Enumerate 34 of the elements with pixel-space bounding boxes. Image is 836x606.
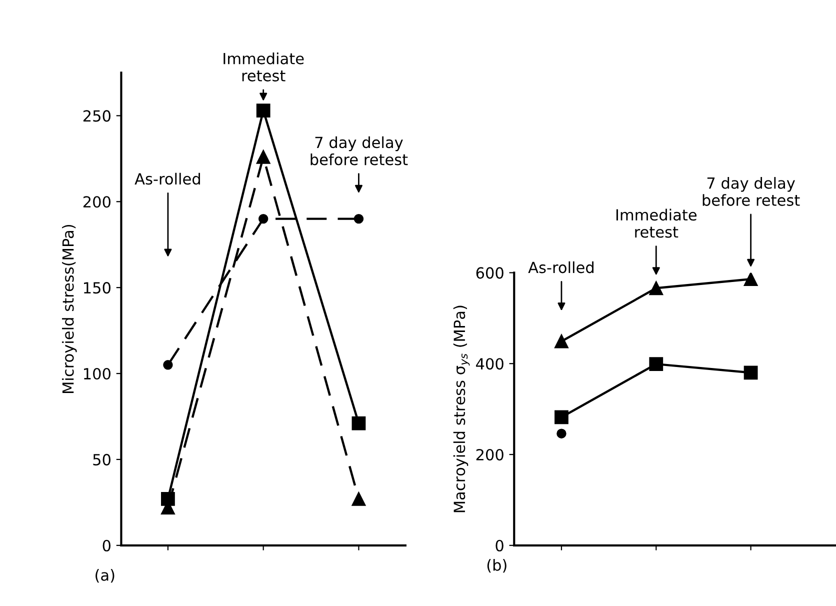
point [744,272,758,286]
y-tick-label: 200 [83,196,110,208]
point [556,428,566,438]
point [256,150,270,164]
annotation: As-rolled [134,172,200,185]
point [554,334,568,348]
y-tick-label: 0 [102,540,110,552]
text: (b) [487,559,506,573]
annotation: As-rolled [528,261,594,274]
point [256,104,270,118]
text: (a) [96,569,114,583]
point [163,360,173,370]
y-tick-label: 250 [83,110,110,122]
y-tick-label: 200 [476,448,504,461]
y-tick-label: 0 [496,540,504,552]
point [554,410,568,424]
point [354,214,364,224]
point [649,281,664,296]
y-axis-title: Microyield stress(MPa) [62,224,77,393]
y-axis-title: Macroyield stress σ$_{ys}$ (MPa) [453,306,470,512]
y-tick-label: 150 [84,282,110,294]
point [649,357,664,371]
y-tick-label: 400 [476,358,504,370]
text: Immediate retest [616,208,697,238]
y-tick-label: 600 [476,267,504,279]
y-tick-label: 100 [84,368,110,380]
point [352,416,366,430]
point [744,366,758,380]
y-tick-label: 50 [93,454,110,466]
point [352,492,366,506]
text: 7 day delay before retest [702,177,800,206]
annotation: Immediate retest [224,52,304,82]
annotation: 7 day delay before retest [310,136,408,166]
point [258,214,268,224]
